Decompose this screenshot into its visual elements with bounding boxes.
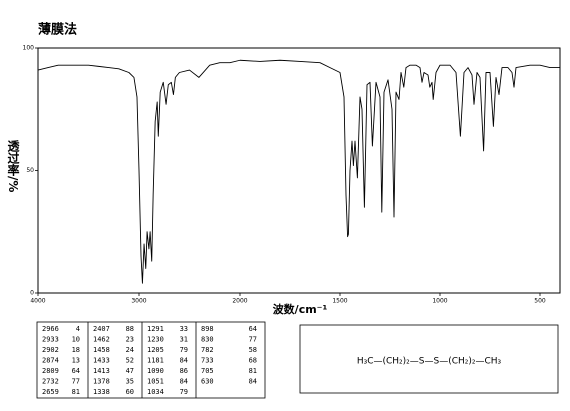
- peak-wavenumber: 2902: [42, 346, 59, 354]
- peak-transmittance: 86: [180, 367, 188, 375]
- peak-wavenumber: 2659: [42, 388, 59, 396]
- peak-wavenumber: 1230: [147, 336, 164, 344]
- peak-transmittance: 77: [249, 336, 257, 344]
- peak-wavenumber: 1051: [147, 378, 164, 386]
- peak-transmittance: 79: [180, 388, 188, 396]
- plot-frame: [37, 47, 561, 294]
- peak-transmittance: 35: [126, 378, 134, 386]
- peak-transmittance: 31: [180, 336, 188, 344]
- peak-transmittance: 68: [249, 357, 257, 365]
- peak-transmittance: 81: [249, 367, 257, 375]
- y-axis-label: 透过率/%: [6, 140, 20, 193]
- peak-transmittance: 84: [180, 378, 188, 386]
- y-tick-label: 50: [26, 167, 34, 174]
- peak-wavenumber: 1433: [93, 357, 110, 365]
- peak-wavenumber: 1090: [147, 367, 164, 375]
- peak-wavenumber: 2874: [42, 357, 59, 365]
- peak-transmittance: 64: [72, 367, 80, 375]
- chart-title: 薄膜法: [38, 22, 77, 38]
- peak-transmittance: 58: [249, 346, 257, 354]
- y-tick-label: 0: [30, 290, 34, 297]
- peak-transmittance: 88: [126, 325, 134, 333]
- x-tick-label: 2000: [232, 298, 247, 305]
- peak-wavenumber: 2809: [42, 367, 59, 375]
- peak-transmittance: 13: [72, 357, 80, 365]
- peak-transmittance: 81: [72, 388, 80, 396]
- peak-transmittance: 47: [126, 367, 134, 375]
- spectrum-line: [37, 59, 560, 284]
- peak-wavenumber: 830: [201, 336, 214, 344]
- peak-wavenumber: 2732: [42, 378, 59, 386]
- peak-transmittance: 33: [180, 325, 188, 333]
- peak-wavenumber: 1205: [147, 346, 164, 354]
- peak-wavenumber: 733: [201, 357, 214, 365]
- peak-wavenumber: 1413: [93, 367, 110, 375]
- peak-wavenumber: 1034: [147, 388, 164, 396]
- peak-transmittance: 84: [180, 357, 188, 365]
- peak-wavenumber: 2966: [42, 325, 59, 333]
- x-tick-label: 500: [534, 298, 546, 305]
- peak-transmittance: 77: [72, 378, 80, 386]
- peak-transmittance: 52: [126, 357, 134, 365]
- structure-formula: H₃C—(CH₂)₂—S—S—(CH₂)₂—CH₃: [357, 357, 502, 367]
- peak-wavenumber: 630: [201, 378, 214, 386]
- peak-wavenumber: 705: [201, 367, 214, 375]
- peak-transmittance: 84: [249, 378, 257, 386]
- peak-wavenumber: 1181: [147, 357, 164, 365]
- peak-transmittance: 18: [72, 346, 80, 354]
- peak-transmittance: 10: [72, 336, 80, 344]
- peak-transmittance: 60: [126, 388, 134, 396]
- peak-wavenumber: 898: [201, 325, 214, 333]
- peak-wavenumber: 1378: [93, 378, 110, 386]
- y-tick-label: 100: [23, 45, 35, 52]
- peak-transmittance: 23: [126, 336, 134, 344]
- peak-wavenumber: 1458: [93, 346, 110, 354]
- peak-wavenumber: 1462: [93, 336, 110, 344]
- peak-wavenumber: 2407: [93, 325, 110, 333]
- peak-transmittance: 24: [126, 346, 134, 354]
- peak-wavenumber: 1291: [147, 325, 164, 333]
- peak-wavenumber: 2933: [42, 336, 59, 344]
- x-tick-label: 1500: [332, 298, 347, 305]
- structure-frame: [299, 324, 559, 394]
- x-tick-label: 1000: [432, 298, 447, 305]
- x-tick-label: 3000: [131, 298, 146, 305]
- peak-transmittance: 79: [180, 346, 188, 354]
- peak-wavenumber: 1338: [93, 388, 110, 396]
- peak-table-frame: [36, 321, 266, 399]
- peak-transmittance: 64: [249, 325, 257, 333]
- x-tick-label: 4000: [30, 298, 45, 305]
- peak-transmittance: 4: [76, 325, 80, 333]
- peak-wavenumber: 782: [201, 346, 214, 354]
- x-axis-label: 波数/cm⁻¹: [273, 302, 328, 316]
